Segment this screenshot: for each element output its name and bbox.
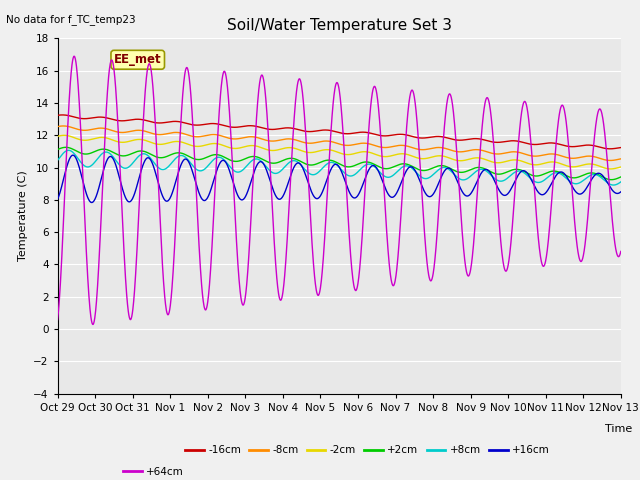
Text: No data for f_TC_temp23: No data for f_TC_temp23 bbox=[6, 14, 136, 25]
Text: EE_met: EE_met bbox=[114, 53, 161, 66]
Legend: +64cm: +64cm bbox=[119, 462, 188, 480]
Title: Soil/Water Temperature Set 3: Soil/Water Temperature Set 3 bbox=[227, 18, 452, 33]
X-axis label: Time: Time bbox=[605, 424, 632, 434]
Y-axis label: Temperature (C): Temperature (C) bbox=[18, 170, 28, 262]
